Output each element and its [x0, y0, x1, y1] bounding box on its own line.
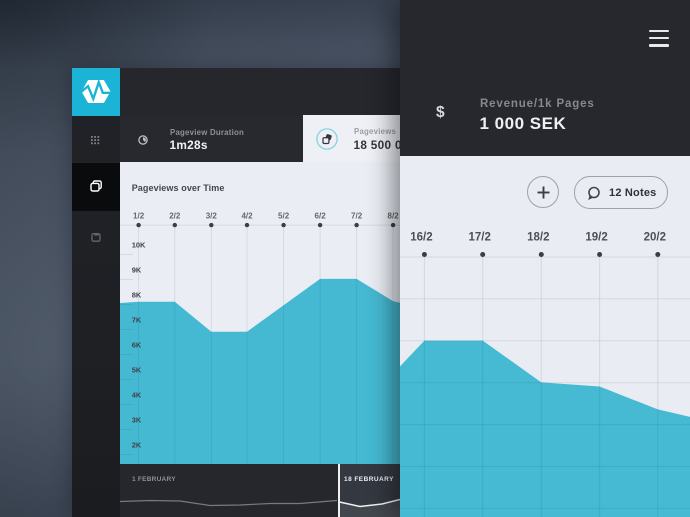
svg-text:10K: 10K — [132, 240, 146, 249]
svg-text:9K: 9K — [132, 265, 142, 274]
svg-text:18/2: 18/2 — [527, 231, 549, 243]
svg-text:8/2: 8/2 — [388, 211, 400, 220]
svg-text:6K: 6K — [132, 340, 142, 349]
svg-text:7/2: 7/2 — [351, 211, 363, 220]
svg-text:16/2: 16/2 — [410, 231, 432, 243]
svg-text:4/2: 4/2 — [241, 211, 253, 220]
svg-text:7K: 7K — [132, 315, 142, 324]
svg-text:20/2: 20/2 — [644, 231, 666, 243]
svg-text:19/2: 19/2 — [585, 231, 607, 243]
svg-text:1/2: 1/2 — [133, 211, 145, 220]
svg-text:2K: 2K — [132, 440, 142, 449]
svg-text:4K: 4K — [132, 390, 142, 399]
svg-text:17/2: 17/2 — [469, 231, 491, 243]
svg-text:2/2: 2/2 — [169, 211, 181, 220]
svg-text:3/2: 3/2 — [206, 211, 218, 220]
svg-text:5K: 5K — [132, 365, 142, 374]
svg-text:3K: 3K — [132, 415, 142, 424]
svg-text:5/2: 5/2 — [278, 211, 290, 220]
svg-text:6/2: 6/2 — [315, 211, 327, 220]
svg-text:8K: 8K — [132, 290, 142, 299]
